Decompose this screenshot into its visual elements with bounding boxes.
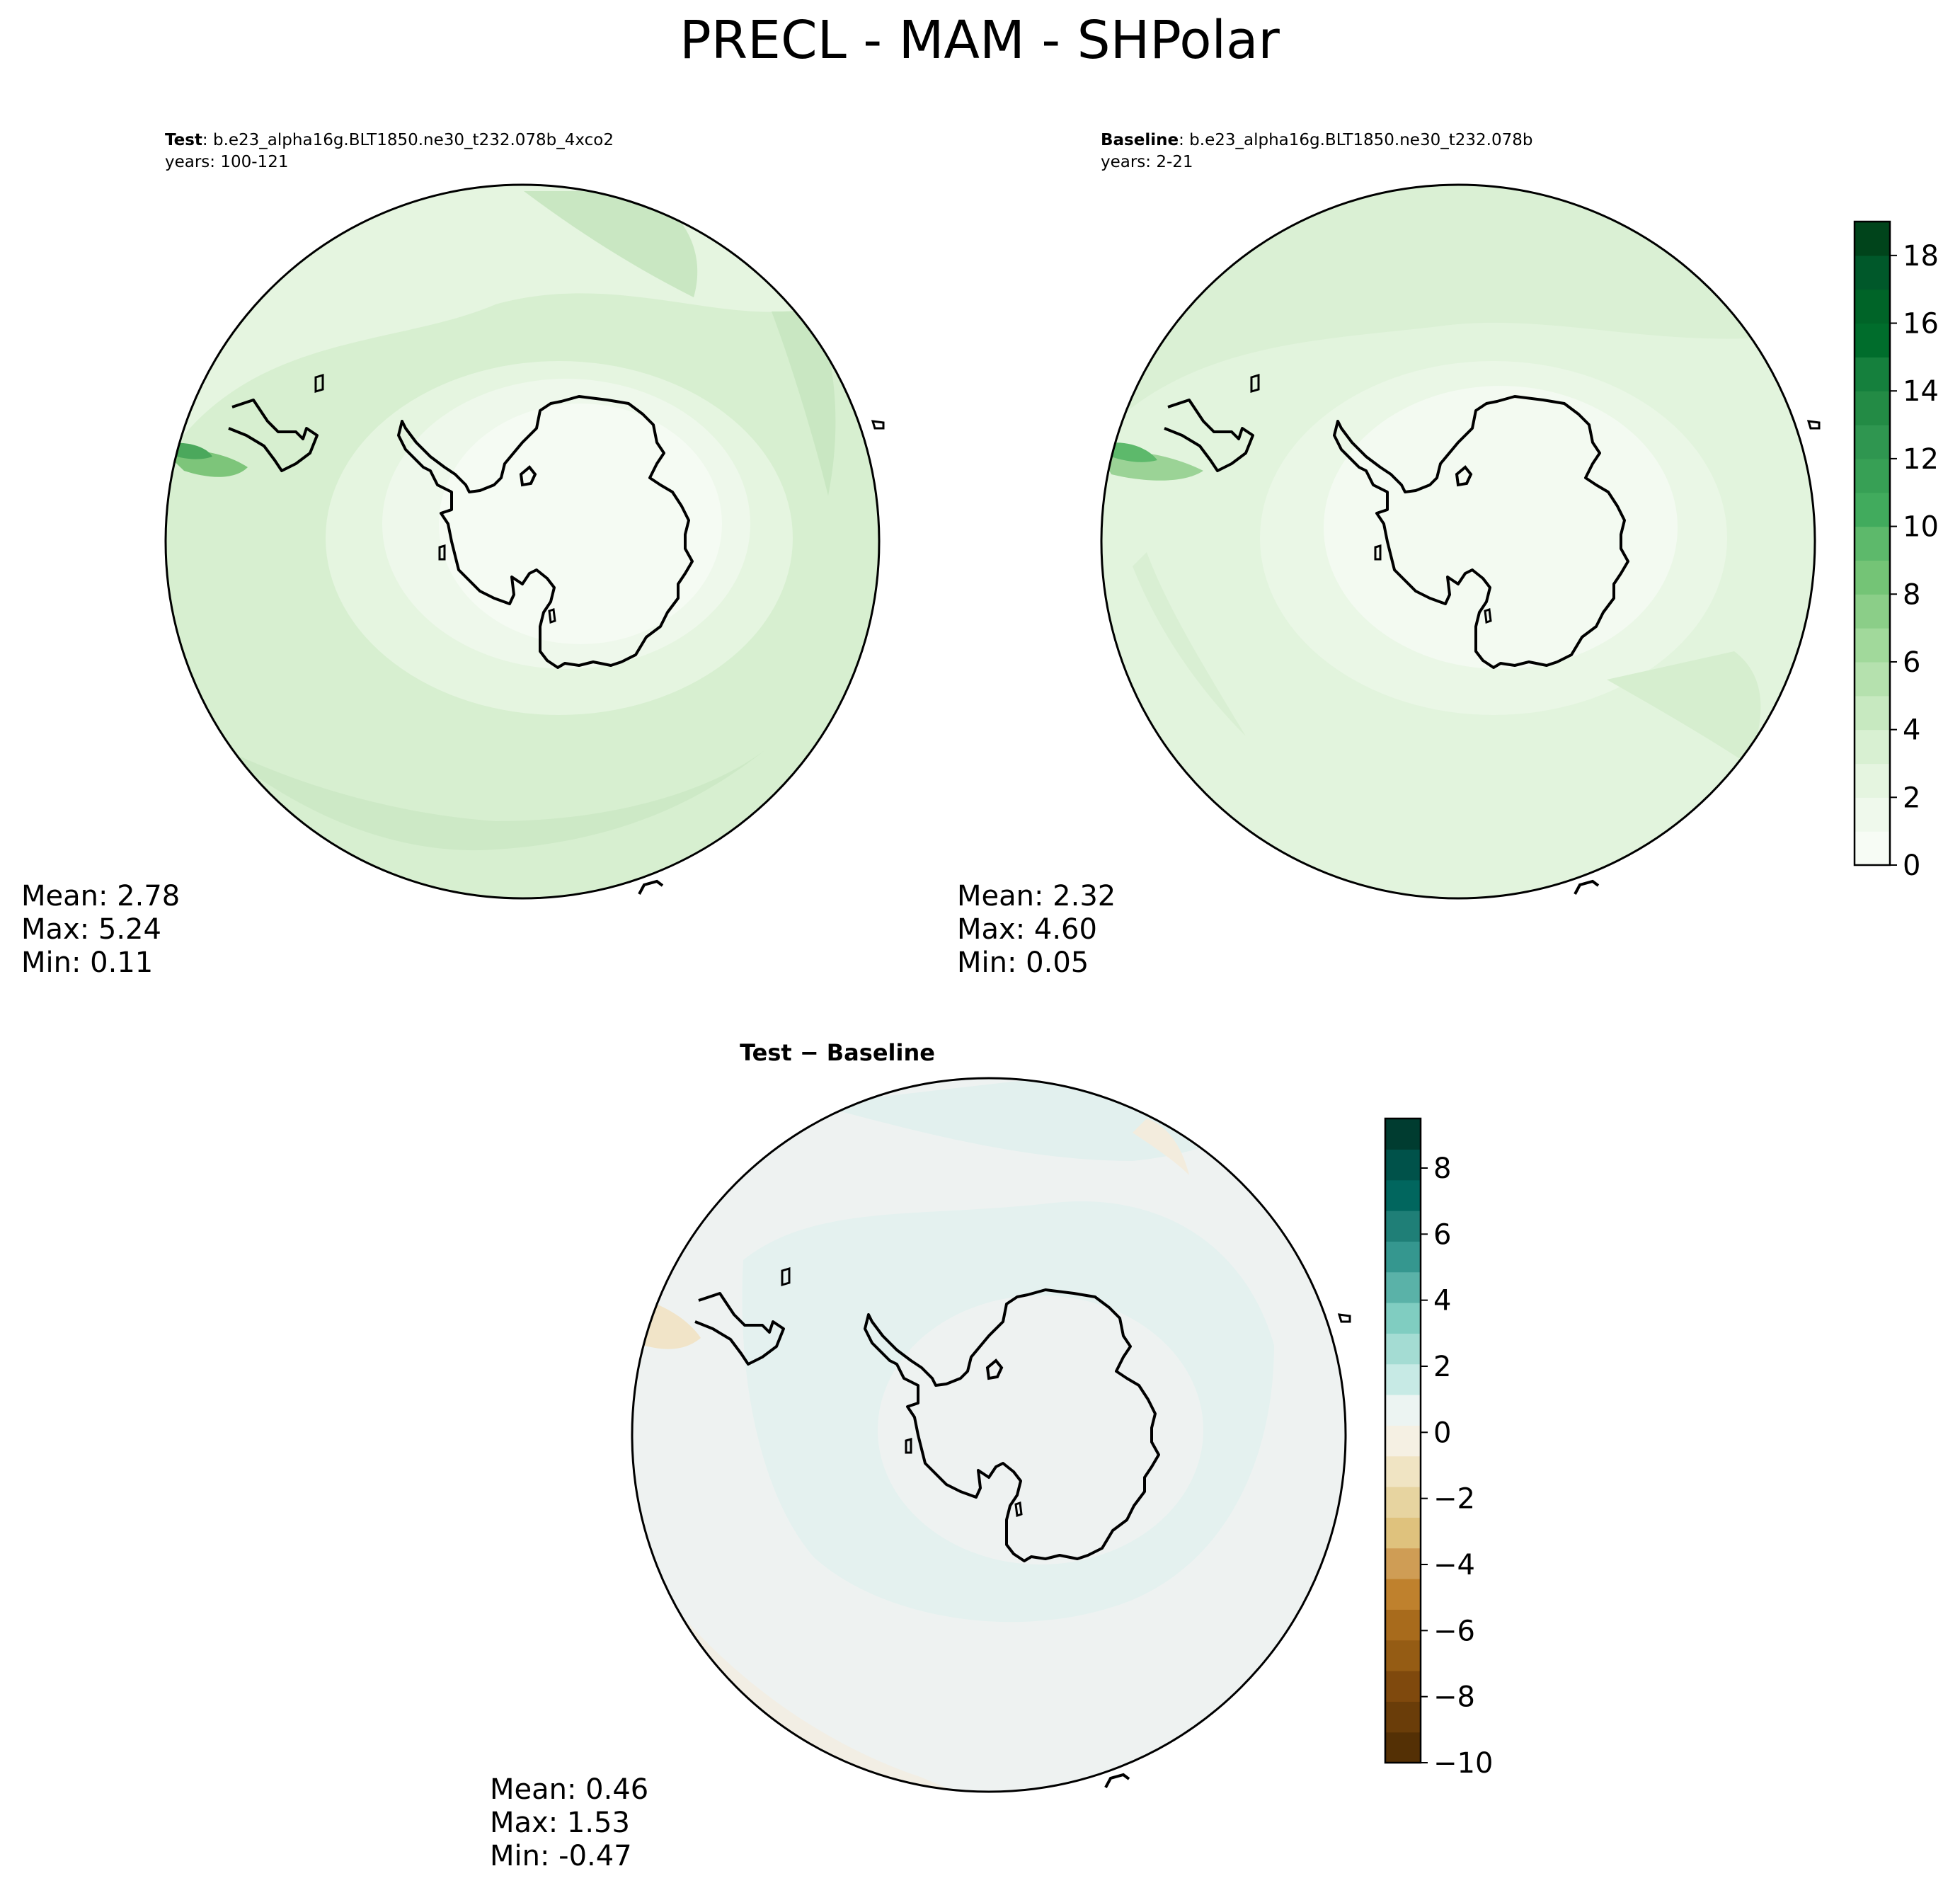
colorbar-tick-label: 2 [1903, 782, 1920, 814]
test-panel: Test: b.e23_alpha16g.BLT1850.ne30_t232.0… [21, 131, 885, 979]
colorbar-segment [1385, 1179, 1421, 1211]
baseline-map-field [1101, 185, 1815, 898]
colorbar-segment [1855, 255, 1890, 290]
colorbar-tick-label: 10 [1903, 511, 1939, 544]
colorbar-tick-label: 2 [1433, 1351, 1451, 1383]
colorbar-tick-label: 16 [1903, 308, 1939, 341]
figure-title: PRECL - MAM - SHPolar [680, 10, 1280, 71]
colorbar-tick-label: 8 [1433, 1152, 1451, 1185]
colorbar-tick-label: 4 [1433, 1285, 1451, 1317]
colorbar-segment [1385, 1455, 1421, 1487]
colorbar-tick-label: 14 [1903, 375, 1939, 408]
difference-map-field [632, 1078, 1346, 1792]
colorbar-tick-label: 0 [1903, 849, 1920, 882]
colorbar-frame [1853, 220, 1891, 866]
colorbar-segment [1855, 222, 1890, 256]
baseline-mean: Mean: 2.32 [957, 880, 1116, 912]
difference-map-boundary [631, 1077, 1347, 1793]
colorbar-segment [1385, 1425, 1421, 1457]
colorbar-segment [1855, 289, 1890, 324]
colorbar-segment [1385, 1363, 1421, 1395]
colorbar-tick-label: 6 [1433, 1218, 1451, 1251]
colorbar-segment [1855, 594, 1890, 629]
colorbar-segment [1385, 1701, 1421, 1733]
colorbar-tick-label: −4 [1433, 1549, 1475, 1581]
precip-colorbar: 0 2 4 6 8 10 12 14 16 18 [1853, 220, 1939, 882]
colorbar-segment [1385, 1333, 1421, 1365]
colorbar-segment [1855, 661, 1890, 697]
colorbar-segment [1385, 1119, 1421, 1150]
test-min: Min: 0.11 [21, 946, 153, 979]
colorbar-segment [1855, 458, 1890, 493]
colorbar-segment [1855, 526, 1890, 561]
test-max: Max: 5.24 [21, 913, 161, 946]
colorbar-segment [1385, 1671, 1421, 1702]
colorbar-tick-label: −8 [1433, 1681, 1475, 1714]
colorbar-segment [1855, 797, 1890, 832]
colorbar-segment [1855, 831, 1890, 866]
colorbar-segment [1385, 1303, 1421, 1334]
colorbar-tick-label: −6 [1433, 1615, 1475, 1647]
colorbar-tick-label: 0 [1433, 1417, 1451, 1449]
colorbar-segment [1855, 628, 1890, 663]
colorbar-tick-label: 8 [1903, 578, 1920, 611]
colorbar-segment [1855, 425, 1890, 459]
colorbar-frame [1384, 1117, 1422, 1764]
baseline-min: Min: 0.05 [957, 946, 1089, 979]
colorbar-segment [1855, 560, 1890, 595]
colorbar-tick-label: 4 [1903, 714, 1920, 747]
baseline-max: Max: 4.60 [957, 913, 1097, 946]
difference-title: Test − Baseline [740, 1039, 935, 1066]
test-map-field [166, 185, 879, 898]
colorbar-segment [1385, 1547, 1421, 1579]
test-title: Test: b.e23_alpha16g.BLT1850.ne30_t232.0… [165, 131, 614, 149]
colorbar-segment [1385, 1517, 1421, 1549]
colorbar-tick-label: 12 [1903, 443, 1939, 476]
difference-min: Min: -0.47 [490, 1840, 632, 1872]
baseline-years: years: 2-21 [1101, 153, 1193, 171]
colorbar-segment [1385, 1732, 1421, 1763]
colorbar-segment [1385, 1395, 1421, 1426]
colorbar-segment [1385, 1609, 1421, 1641]
colorbar-segment [1855, 323, 1890, 357]
colorbar-tick-label: −10 [1433, 1747, 1493, 1780]
colorbar-segment [1385, 1149, 1421, 1181]
test-years: years: 100-121 [165, 153, 288, 171]
colorbar-segment [1855, 695, 1890, 731]
difference-mean: Mean: 0.46 [490, 1773, 648, 1806]
colorbar-segment [1385, 1579, 1421, 1610]
colorbar-segment [1855, 729, 1890, 765]
colorbar-segment [1385, 1241, 1421, 1273]
test-map-boundary [164, 183, 881, 900]
colorbar-tick-label: 18 [1903, 240, 1939, 273]
colorbar-segment [1385, 1487, 1421, 1518]
baseline-map-boundary [1100, 183, 1816, 900]
test-mean: Mean: 2.78 [21, 880, 180, 912]
difference-panel: Test − Baseline Mean: 0.46 Max: 1.53 Min… [490, 1039, 1351, 1872]
colorbar-tick-label: 6 [1903, 646, 1920, 679]
baseline-panel: Baseline: b.e23_alpha16g.BLT1850.ne30_t2… [957, 131, 1821, 979]
colorbar-segment [1855, 357, 1890, 391]
colorbar-segment [1855, 492, 1890, 527]
colorbar-segment [1855, 391, 1890, 425]
colorbar-segment [1385, 1211, 1421, 1242]
baseline-title: Baseline: b.e23_alpha16g.BLT1850.ne30_t2… [1101, 131, 1532, 149]
colorbar-tick-label: −2 [1433, 1483, 1475, 1516]
colorbar-segment [1855, 763, 1890, 798]
colorbar-segment [1385, 1271, 1421, 1303]
difference-max: Max: 1.53 [490, 1807, 630, 1839]
difference-colorbar: −10 −8 −6 −4 −2 0 2 4 6 8 [1384, 1117, 1493, 1780]
colorbar-segment [1385, 1640, 1421, 1671]
